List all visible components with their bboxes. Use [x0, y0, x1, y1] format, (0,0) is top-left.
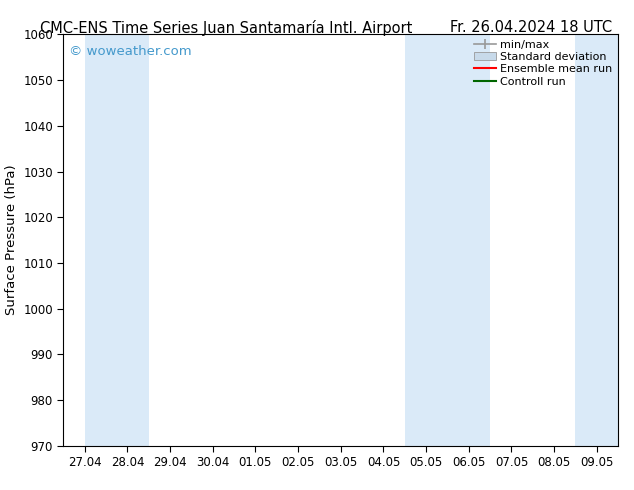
- Text: Fr. 26.04.2024 18 UTC: Fr. 26.04.2024 18 UTC: [450, 20, 612, 35]
- Text: CMC-ENS Time Series Juan Santamaría Intl. Airport: CMC-ENS Time Series Juan Santamaría Intl…: [41, 20, 413, 36]
- Bar: [576, 34, 634, 446]
- Bar: [85, 34, 149, 446]
- Legend: min/max, Standard deviation, Ensemble mean run, Controll run: min/max, Standard deviation, Ensemble me…: [474, 40, 612, 87]
- Bar: [404, 34, 490, 446]
- Text: © woweather.com: © woweather.com: [69, 45, 191, 58]
- Y-axis label: Surface Pressure (hPa): Surface Pressure (hPa): [4, 165, 18, 316]
